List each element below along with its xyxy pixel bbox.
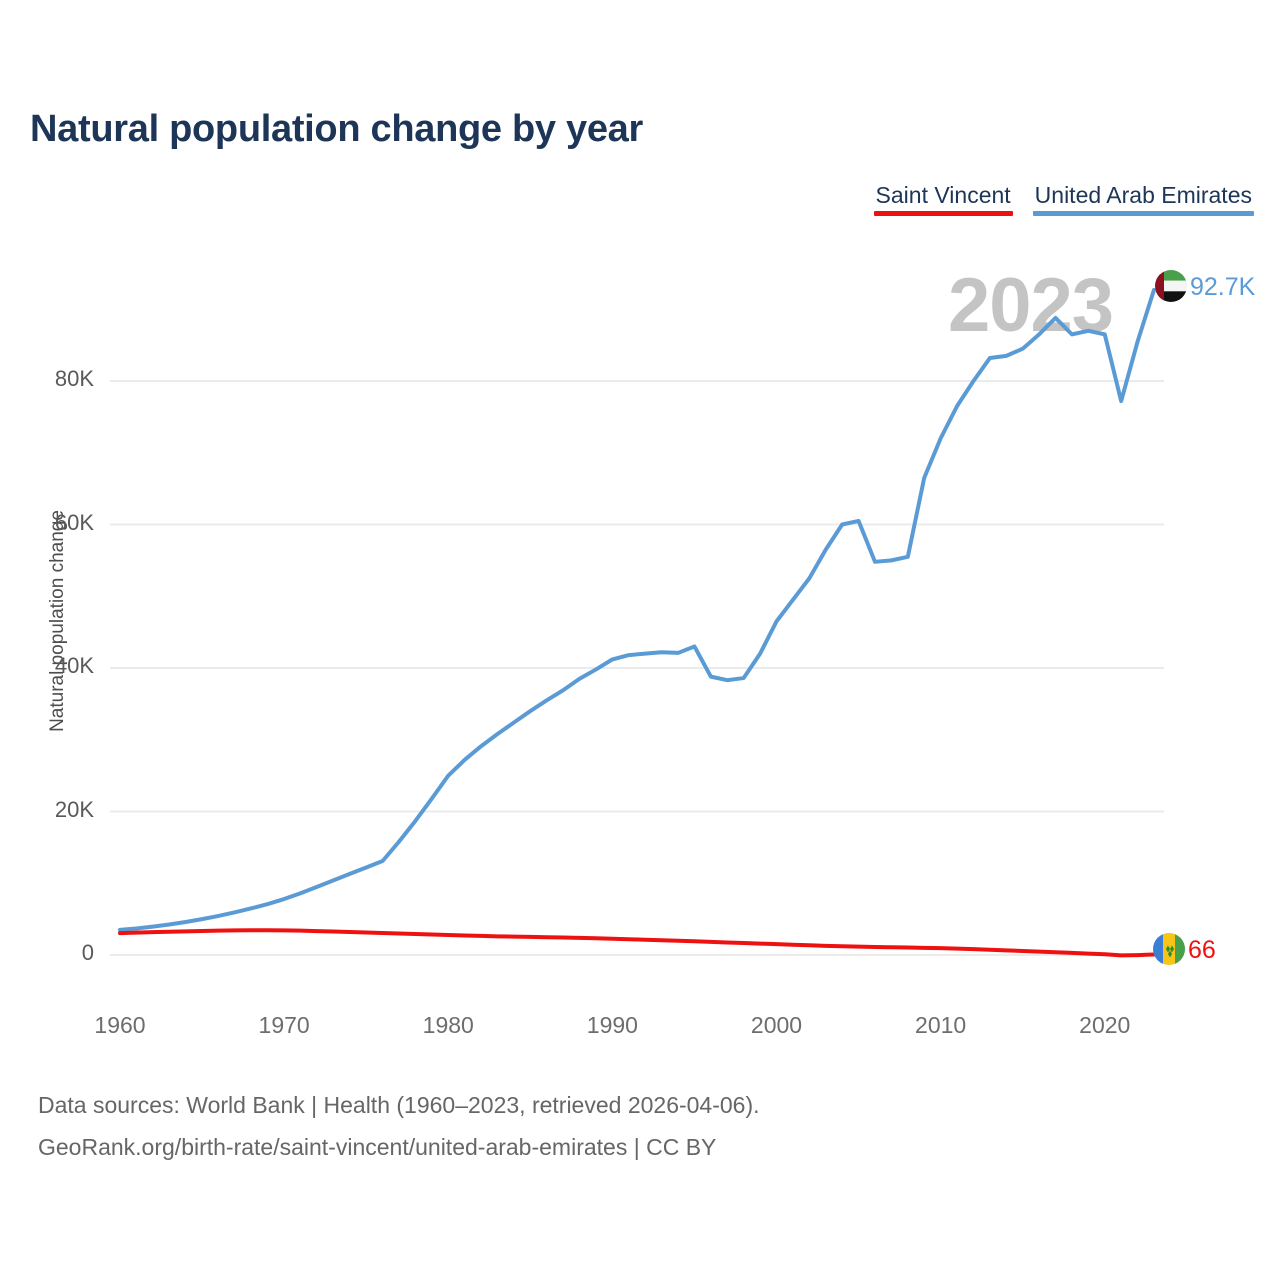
series-line-saint-vincent [118, 928, 1156, 958]
x-axis-tick-label: 2020 [1079, 1012, 1131, 1038]
y-axis-title: Natural population change [47, 510, 68, 732]
x-axis-tick-label: 2010 [915, 1012, 967, 1038]
y-axis-tick-label: 0 [81, 940, 94, 965]
legend-swatch-saint-vincent [873, 211, 1013, 216]
uae-flag-icon [1155, 270, 1187, 302]
x-axis-tick-label: 1990 [586, 1012, 638, 1038]
endpoint-label-saint-vincent: 66 [1188, 936, 1216, 964]
saint-vincent-flag-icon [1153, 933, 1185, 965]
x-axis-tick-label: 1970 [258, 1012, 310, 1038]
footer: Data sources: World Bank | Health (1960–… [38, 1084, 760, 1168]
x-axis-tick-label: 2000 [750, 1012, 803, 1038]
legend-item-united-arab-emirates[interactable]: United Arab Emirates [1032, 182, 1254, 216]
footer-data-sources: Data sources: World Bank | Health (1960–… [38, 1092, 760, 1118]
series-paths [118, 287, 1156, 958]
legend-label-united-arab-emirates: United Arab Emirates [1034, 182, 1252, 208]
y-axis-tick-label: 20K [54, 796, 94, 822]
series-line-united-arab-emirates [118, 287, 1156, 932]
endpoint-label-united-arab-emirates: 92.7K [1190, 273, 1256, 301]
x-axis-tick-label: 1960 [94, 1012, 146, 1038]
x-axis-tick-label: 1980 [422, 1012, 474, 1038]
footer-attribution: GeoRank.org/birth-rate/saint-vincent/uni… [38, 1134, 717, 1160]
y-axis-tick-label: 60K [54, 509, 94, 535]
legend-label-saint-vincent: Saint Vincent [875, 182, 1011, 208]
page-title: Natural population change by year [30, 108, 643, 150]
gridlines [110, 380, 1164, 956]
legend: Saint Vincent United Arab Emirates [873, 182, 1254, 216]
legend-item-saint-vincent[interactable]: Saint Vincent [873, 182, 1013, 216]
legend-swatch-united-arab-emirates [1032, 211, 1254, 216]
y-axis-tick-label: 40K [54, 653, 94, 678]
y-axis-tick-label: 80K [54, 366, 94, 391]
